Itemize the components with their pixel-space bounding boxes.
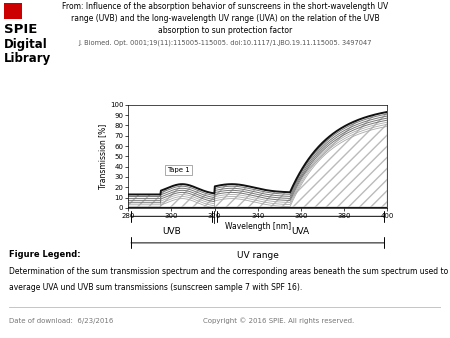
Text: Tape 1: Tape 1	[167, 167, 190, 173]
Text: Figure Legend:: Figure Legend:	[9, 250, 81, 259]
Text: UVB: UVB	[162, 226, 181, 236]
Text: Determination of the sum transmission spectrum and the corresponding areas benea: Determination of the sum transmission sp…	[9, 267, 450, 276]
X-axis label: Wavelength [nm]: Wavelength [nm]	[225, 221, 291, 231]
Text: Date of download:  6/23/2016: Date of download: 6/23/2016	[9, 318, 113, 324]
Text: UV range: UV range	[237, 250, 279, 260]
Text: range (UVB) and the long-wavelength UV range (UVA) on the relation of the UVB: range (UVB) and the long-wavelength UV r…	[71, 14, 379, 23]
Text: From: Influence of the absorption behavior of sunscreens in the short-wavelength: From: Influence of the absorption behavi…	[62, 2, 388, 11]
Text: average UVA und UVB sum transmissions (sunscreen sample 7 with SPF 16).: average UVA und UVB sum transmissions (s…	[9, 283, 302, 292]
Text: UVA: UVA	[292, 226, 310, 236]
Text: Copyright © 2016 SPIE. All rights reserved.: Copyright © 2016 SPIE. All rights reserv…	[203, 318, 355, 324]
Text: Library: Library	[4, 52, 51, 65]
Text: Digital: Digital	[4, 38, 48, 51]
Text: J. Biomed. Opt. 0001;19(11):115005-115005. doi:10.1117/1.JBO.19.11.115005. 34970: J. Biomed. Opt. 0001;19(11):115005-11500…	[78, 39, 372, 46]
Text: absorption to sun protection factor: absorption to sun protection factor	[158, 26, 292, 35]
Bar	[4, 3, 22, 19]
Text: SPIE: SPIE	[4, 23, 37, 36]
Y-axis label: Transmission [%]: Transmission [%]	[98, 124, 107, 189]
